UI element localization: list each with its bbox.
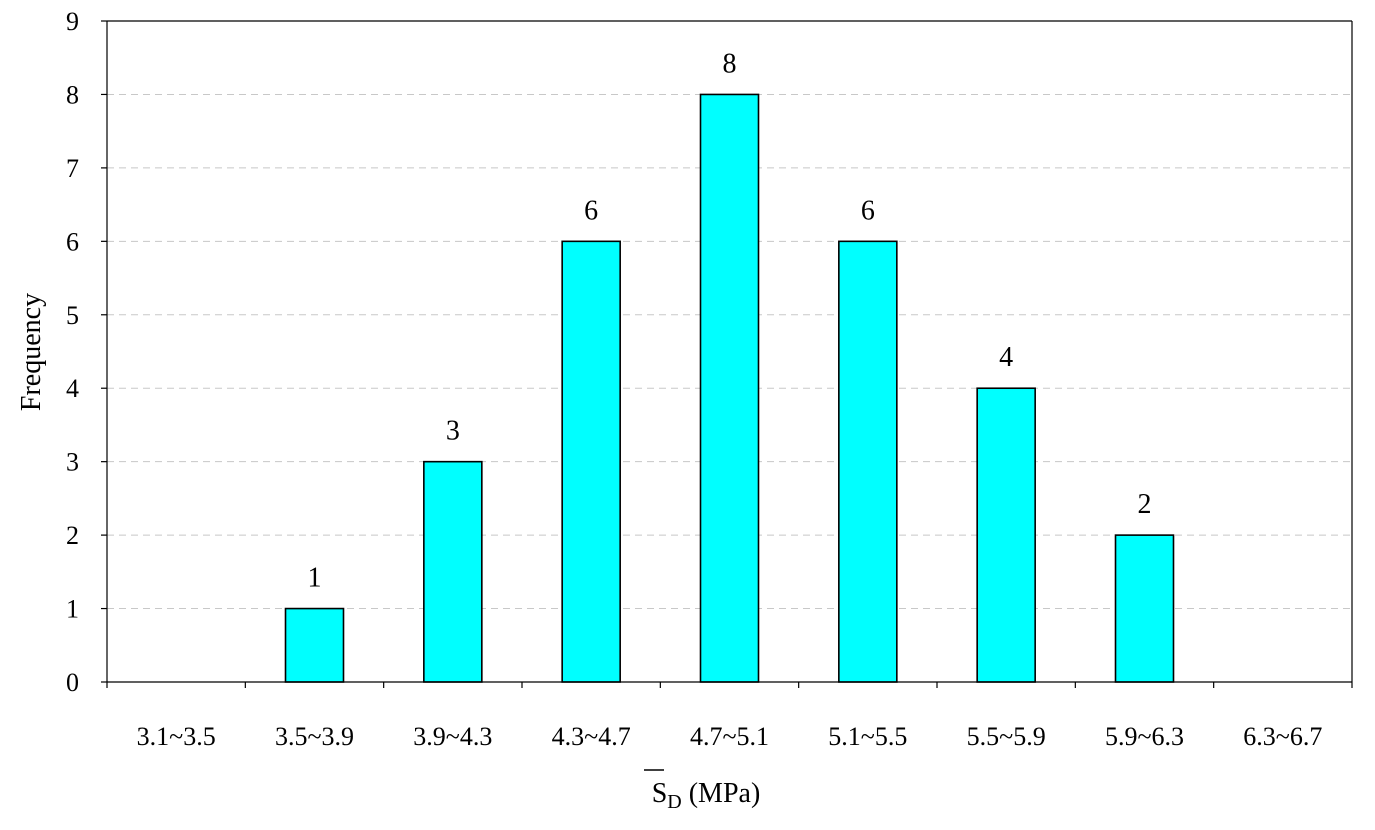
y-tick-label: 5	[66, 301, 79, 330]
x-tick-label: 4.7~5.1	[690, 722, 769, 751]
data-label: 1	[308, 563, 322, 594]
y-tick-label: 0	[66, 668, 79, 697]
x-tick-label: 5.1~5.5	[828, 722, 907, 751]
y-tick-label: 4	[66, 374, 79, 403]
x-tick-label: 5.9~6.3	[1105, 722, 1184, 751]
x-axis-subscript: D	[667, 791, 681, 813]
bar	[561, 240, 621, 683]
y-tick-labels: 0 1 2 3 4 5 6 7 8 9	[66, 7, 107, 697]
x-tick-labels: 3.1~3.5 3.5~3.9 3.9~4.3 4.3~4.7 4.7~5.1 5.1~5…	[106, 682, 1353, 751]
data-label: 3	[446, 416, 460, 447]
y-axis-title: Frequency	[16, 293, 47, 411]
bar	[423, 460, 483, 683]
bars	[284, 93, 1175, 683]
axes	[106, 20, 1353, 683]
x-axis-title: SD (MPa)	[652, 778, 761, 813]
data-label: 2	[1138, 489, 1152, 520]
data-label: 6	[584, 195, 598, 226]
x-axis-symbol: S	[652, 778, 668, 809]
x-tick-label: 6.3~6.7	[1243, 722, 1322, 751]
y-tick-label: 1	[66, 595, 79, 624]
bar	[284, 607, 345, 683]
y-tick-label: 8	[66, 80, 79, 109]
bar	[976, 387, 1036, 683]
x-tick-label: 3.5~3.9	[275, 722, 354, 751]
bar	[838, 240, 898, 683]
y-tick-label: 6	[66, 227, 79, 256]
data-label: 8	[723, 48, 737, 79]
y-tick-label: 2	[66, 521, 79, 550]
data-labels: 1 3 6 8 6 4 2	[308, 48, 1152, 593]
data-label: 6	[861, 195, 875, 226]
bar	[1114, 534, 1175, 683]
data-label: 4	[999, 342, 1013, 373]
x-tick-label: 5.5~5.9	[967, 722, 1046, 751]
bar	[699, 93, 760, 683]
x-axis-unit: (MPa)	[682, 778, 761, 809]
x-tick-label: 3.9~4.3	[413, 722, 492, 751]
y-tick-label: 3	[66, 448, 79, 477]
x-tick-label: 4.3~4.7	[552, 722, 631, 751]
x-tick-label: 3.1~3.5	[137, 722, 216, 751]
y-tick-label: 7	[66, 154, 79, 183]
y-tick-label: 9	[66, 7, 79, 36]
